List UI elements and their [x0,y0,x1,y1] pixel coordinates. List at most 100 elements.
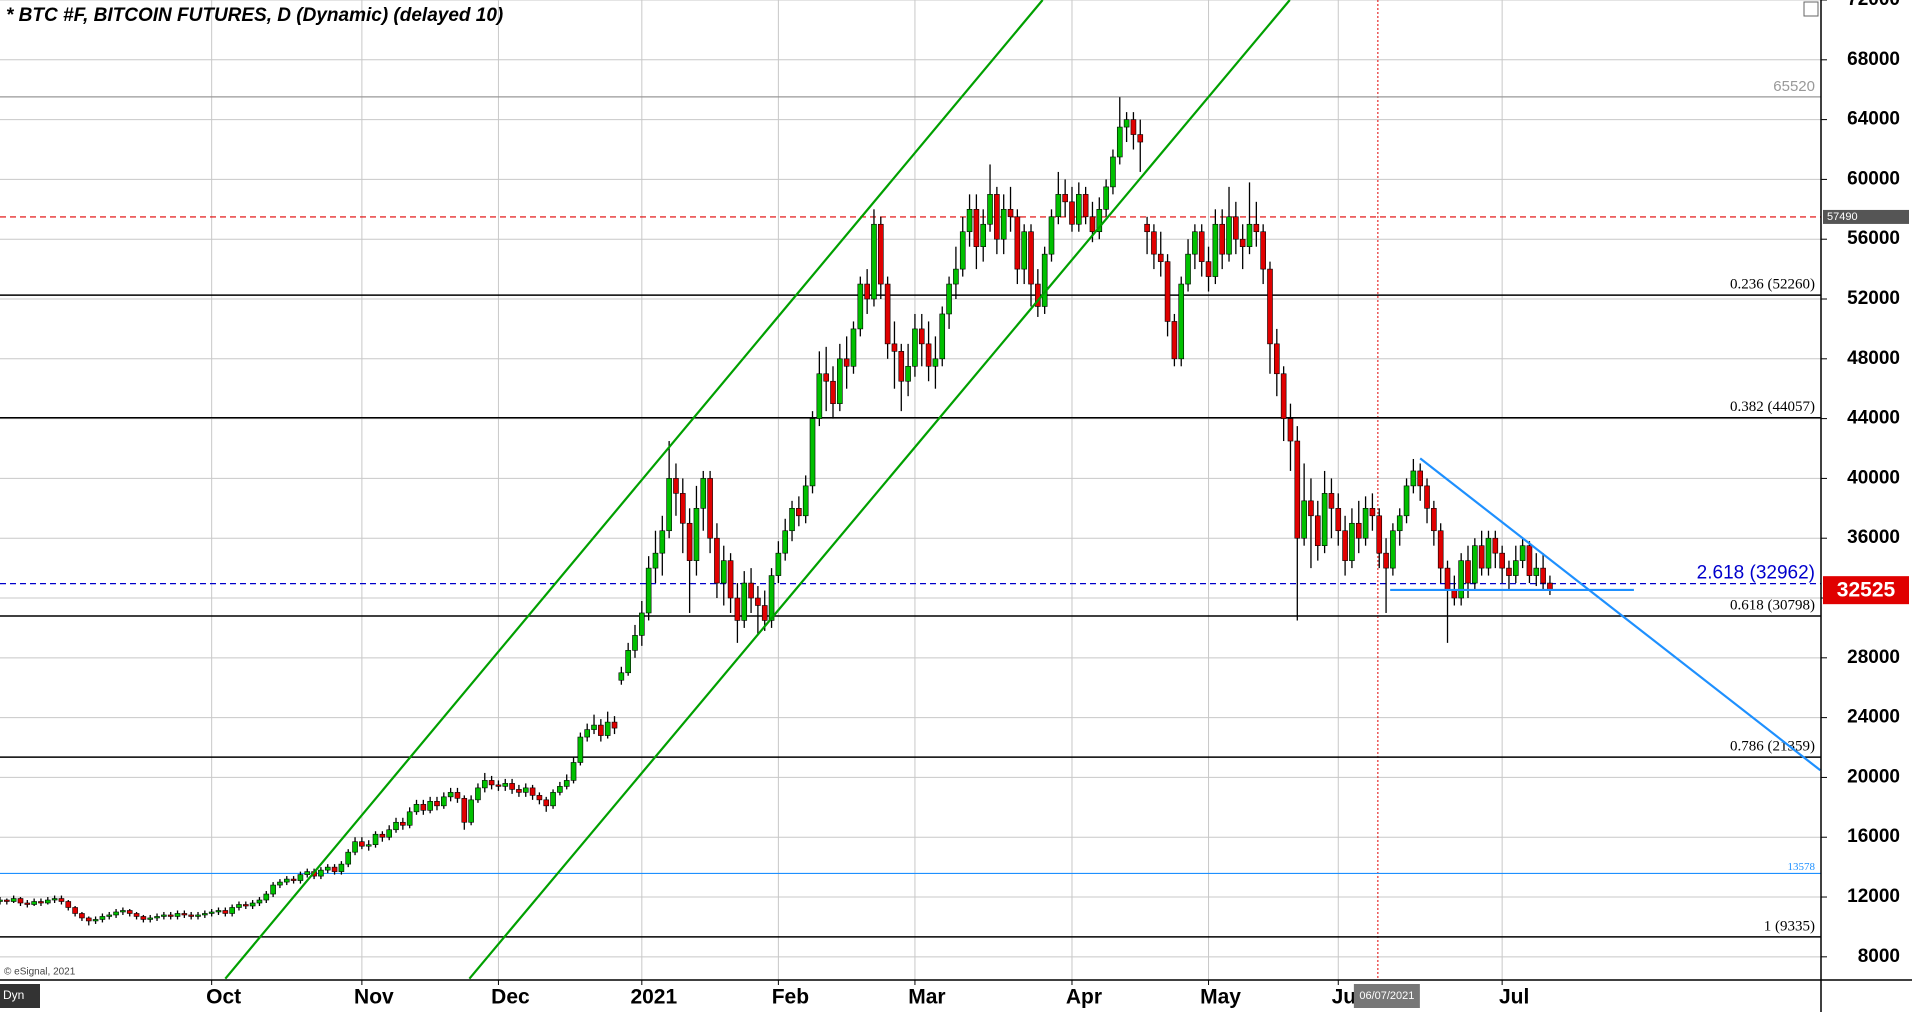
candle-body [1342,530,1348,561]
candle-body [1417,470,1424,487]
candle-body [352,841,358,853]
candle-body [1041,253,1048,307]
candle-body [1314,515,1321,546]
candle-body [748,582,754,599]
panel-button[interactable] [1803,1,1819,17]
candle-body [441,796,447,807]
candle-body [932,358,939,367]
x-tick-label: Apr [1066,986,1102,1009]
candle-body [1485,537,1492,569]
candle-body [953,268,959,285]
candle-body [386,829,392,838]
level-label: 13578 [1788,861,1816,873]
last-price-box [1823,576,1909,605]
interval-label: Dyn [3,988,24,1002]
level-label: 1 (9335) [1764,918,1815,934]
candle-body [850,328,857,367]
candle-body [652,552,659,569]
candle-body [1437,530,1444,569]
candle-body [898,351,905,382]
candle-body [857,283,864,330]
candle-body [1267,268,1273,345]
candle-body [167,914,174,917]
candle-body [905,365,911,382]
candle-body [188,914,194,917]
candle-body [406,811,413,826]
candle-body [297,874,304,881]
candle-body [1130,119,1137,135]
candle-body [359,841,365,847]
y-tick-label: 20000 [1847,766,1900,787]
candle-body [1157,253,1164,262]
candle-body [1055,194,1062,218]
candle-body [563,780,570,787]
candle-body [263,893,270,901]
candle-body [625,650,631,674]
y-tick-label: 12000 [1847,886,1900,907]
candle-body [1028,231,1034,285]
candle-body [1390,530,1396,569]
candle-body [522,787,529,793]
candle-body [1212,223,1219,277]
candle-body [632,635,638,651]
candle-body [461,798,468,823]
trendline [468,0,1291,980]
candle-body [1260,231,1266,270]
candle-body [270,884,276,895]
trendline [224,0,1044,980]
candle-body [550,792,556,807]
candle-body [1076,194,1082,225]
candle-body [1151,231,1157,255]
candle-body [79,913,85,919]
candle-body [598,724,604,736]
candle-body [966,209,973,233]
candle-body [1253,223,1260,233]
x-tick-label: May [1200,986,1241,1009]
candle-body [481,780,488,789]
y-tick-label: 72000 [1847,0,1900,10]
candle-body [584,729,590,738]
candle-body [1444,567,1451,591]
candle-body [1082,194,1089,218]
trendline [1419,457,1821,772]
candle-body [1335,508,1342,532]
cursor-date-box [1353,984,1420,1008]
candle-body [1355,522,1362,539]
candle-body [884,283,891,345]
candle-body [980,223,987,247]
candle-body [1308,500,1314,517]
candle-body [372,833,379,845]
candle-body [1226,216,1232,255]
candle-body [222,910,229,914]
candle-body [4,899,10,902]
candle-body [236,904,242,908]
y-tick-label: 68000 [1847,49,1900,70]
candle-body [1089,216,1096,233]
candle-body [208,911,215,914]
candle-body [1110,156,1116,188]
candle-body [1396,515,1403,532]
candle-body [10,898,17,902]
candle-body [1512,560,1519,576]
candle-body [0,899,3,902]
candle-body [502,783,509,787]
candle-body [775,552,782,576]
candle-body [488,780,495,786]
candle-body [24,902,31,905]
candle-body [939,313,946,360]
candle-body [51,898,58,901]
candle-body [345,851,352,865]
candle-body [1431,508,1437,532]
candle-body [666,478,672,532]
candle-body [400,821,406,826]
candle-body [277,881,283,886]
candle-body [727,560,734,599]
candle-body [686,522,693,561]
candle-body [1465,560,1471,584]
candle-body [830,380,836,404]
candle-body [338,863,345,872]
candle-body [1506,567,1512,576]
candle-body [475,787,481,801]
x-tick-label: Feb [772,986,809,1009]
